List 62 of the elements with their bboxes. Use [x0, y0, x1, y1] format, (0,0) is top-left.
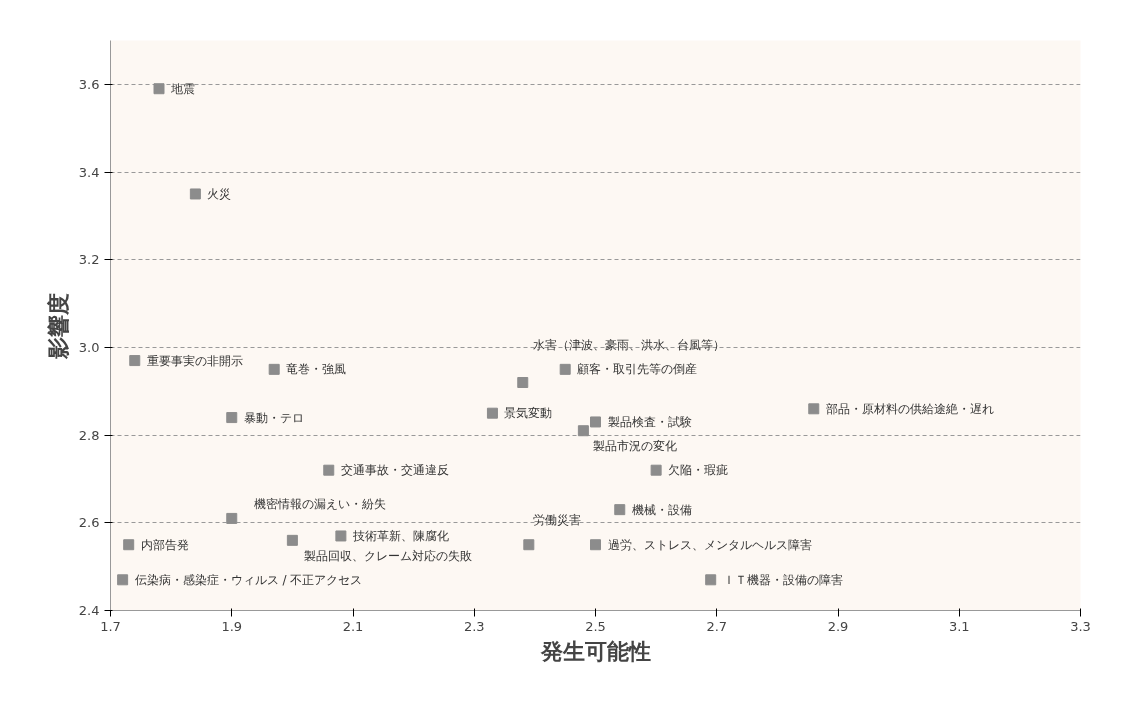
y-tick-label: 3.4 — [78, 164, 100, 180]
y-tick-label: 3.0 — [78, 339, 100, 355]
point — [559, 363, 571, 375]
x-tick-label: 2.1 — [342, 618, 364, 634]
annotation: 製品検査・試験 — [607, 414, 692, 429]
y-axis-title: 影響度 — [45, 292, 71, 360]
annotation: 暴動・テロ — [243, 410, 304, 425]
annotation: 部品・原材料の供給途絶・遅れ — [825, 401, 994, 416]
point — [268, 363, 280, 375]
point — [517, 377, 529, 388]
point — [153, 83, 165, 95]
annotation: 機密情報の漏えい・紛失 — [253, 497, 386, 512]
x-tick-label: 3.3 — [1070, 618, 1091, 634]
point — [335, 530, 347, 542]
y-tick-label: 3.6 — [78, 76, 100, 92]
annotation: 欠陥・瑕疵 — [668, 463, 729, 478]
annotation: ＩＴ機器・設備の障害 — [722, 572, 843, 587]
point — [226, 512, 238, 524]
annotation: 労働災害 — [532, 512, 581, 527]
annotation: 製品回収、クレーム対応の失敗 — [304, 549, 473, 564]
annotation: 地震 — [170, 81, 195, 96]
x-tick-label: 2.9 — [827, 618, 849, 634]
x-tick-label: 1.9 — [221, 618, 243, 634]
annotation: 技術革新、陳腐化 — [351, 528, 449, 543]
y-tick-label: 2.4 — [78, 603, 100, 618]
point — [129, 355, 141, 367]
y-tick-label: 3.2 — [78, 252, 100, 268]
point — [808, 403, 820, 415]
point — [323, 464, 335, 476]
annotation: 伝染病・感染症・ウィルス / 不正アクセス — [134, 572, 363, 587]
point — [650, 464, 662, 476]
annotation: 交通事故・交通違反 — [340, 463, 449, 478]
point — [486, 407, 498, 419]
y-tick-label: 2.8 — [78, 427, 100, 443]
point — [577, 425, 589, 437]
annotation: 顧客・取引先等の倒産 — [577, 362, 698, 377]
point — [614, 504, 626, 516]
annotation: 水害（津波、豪雨、洪水、台風等） — [532, 337, 725, 352]
annotation: 火災 — [207, 186, 232, 201]
point — [117, 574, 129, 586]
x-tick-label: 2.5 — [585, 618, 606, 634]
y-tick-label: 2.6 — [78, 515, 100, 531]
point — [286, 534, 298, 546]
x-axis-title: 発生可能性 — [539, 638, 651, 664]
annotation: 過労、ストレス、メンタルヘルス障害 — [607, 537, 812, 552]
point — [523, 539, 535, 551]
point — [189, 188, 201, 200]
x-tick-label: 2.7 — [706, 618, 728, 634]
point — [123, 539, 135, 551]
point — [590, 539, 601, 551]
annotation: 製品市況の変化 — [593, 438, 678, 453]
point — [226, 412, 238, 424]
x-tick-label: 3.1 — [948, 618, 970, 634]
point — [705, 574, 717, 586]
annotation: 景気変動 — [504, 406, 553, 421]
point — [590, 416, 601, 428]
annotation: 竜巻・強風 — [286, 362, 347, 377]
x-tick-label: 1.7 — [100, 618, 121, 634]
annotation: 重要事実の非開示 — [146, 353, 243, 368]
x-tick-label: 2.3 — [463, 618, 485, 634]
annotation: 内部告発 — [140, 537, 189, 552]
annotation: 機械・設備 — [631, 502, 692, 517]
